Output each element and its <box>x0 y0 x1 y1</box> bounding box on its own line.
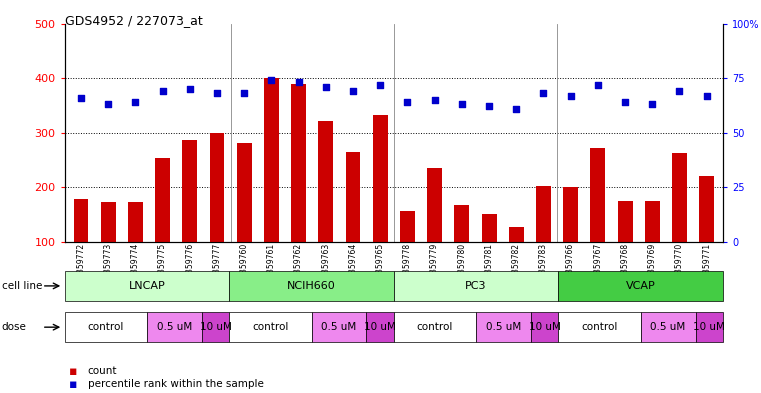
Bar <box>454 205 470 296</box>
Bar <box>563 187 578 296</box>
Point <box>102 101 114 107</box>
Bar <box>318 121 333 296</box>
Text: VCAP: VCAP <box>626 281 655 291</box>
Point <box>510 105 522 112</box>
Bar <box>509 227 524 296</box>
Text: 0.5 uM: 0.5 uM <box>651 322 686 332</box>
Point <box>292 79 304 86</box>
Point <box>211 90 223 97</box>
Text: cell line: cell line <box>2 281 42 291</box>
Bar <box>209 133 224 296</box>
Point <box>673 88 686 94</box>
Text: LNCAP: LNCAP <box>129 281 165 291</box>
Text: count: count <box>88 366 117 376</box>
Bar <box>264 78 279 296</box>
Point <box>428 97 441 103</box>
Bar <box>373 115 387 296</box>
Point <box>266 77 278 83</box>
Point <box>565 92 577 99</box>
Bar <box>400 211 415 296</box>
Bar <box>237 143 252 296</box>
Point <box>456 101 468 107</box>
Point <box>401 99 413 105</box>
Point <box>537 90 549 97</box>
Bar <box>617 201 632 296</box>
Text: control: control <box>252 322 288 332</box>
Bar <box>591 148 605 296</box>
Bar <box>128 202 143 296</box>
Point <box>701 92 713 99</box>
Bar <box>100 202 116 296</box>
Point <box>183 86 196 92</box>
Bar <box>291 84 306 296</box>
Text: control: control <box>88 322 124 332</box>
Text: 10 uM: 10 uM <box>693 322 725 332</box>
Text: NCIH660: NCIH660 <box>287 281 336 291</box>
Bar <box>672 153 687 296</box>
Point <box>483 103 495 110</box>
Point <box>646 101 658 107</box>
Point <box>75 95 87 101</box>
Text: 0.5 uM: 0.5 uM <box>486 322 521 332</box>
Text: dose: dose <box>2 322 27 332</box>
Text: PC3: PC3 <box>465 281 487 291</box>
Text: percentile rank within the sample: percentile rank within the sample <box>88 379 263 389</box>
Bar <box>74 199 88 296</box>
Text: 0.5 uM: 0.5 uM <box>321 322 357 332</box>
Point <box>374 81 387 88</box>
Text: 10 uM: 10 uM <box>529 322 561 332</box>
Point <box>129 99 142 105</box>
Point <box>157 88 169 94</box>
Bar <box>155 158 170 296</box>
Text: ▪: ▪ <box>68 378 77 391</box>
Point <box>592 81 604 88</box>
Text: 10 uM: 10 uM <box>199 322 231 332</box>
Bar <box>536 185 551 296</box>
Text: 10 uM: 10 uM <box>365 322 396 332</box>
Bar <box>699 176 714 296</box>
Bar <box>427 168 442 296</box>
Point <box>347 88 359 94</box>
Text: control: control <box>581 322 618 332</box>
Point <box>238 90 250 97</box>
Point <box>619 99 631 105</box>
Bar <box>345 152 361 296</box>
Text: GDS4952 / 227073_at: GDS4952 / 227073_at <box>65 14 202 27</box>
Text: ▪: ▪ <box>68 365 77 378</box>
Bar <box>645 201 660 296</box>
Text: control: control <box>417 322 453 332</box>
Bar <box>482 215 496 296</box>
Point <box>320 84 332 90</box>
Bar <box>183 140 197 296</box>
Text: 0.5 uM: 0.5 uM <box>157 322 192 332</box>
